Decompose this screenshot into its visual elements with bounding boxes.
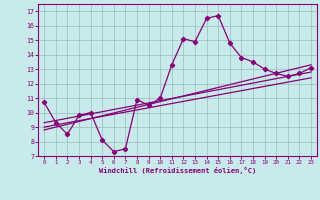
X-axis label: Windchill (Refroidissement éolien,°C): Windchill (Refroidissement éolien,°C) xyxy=(99,167,256,174)
